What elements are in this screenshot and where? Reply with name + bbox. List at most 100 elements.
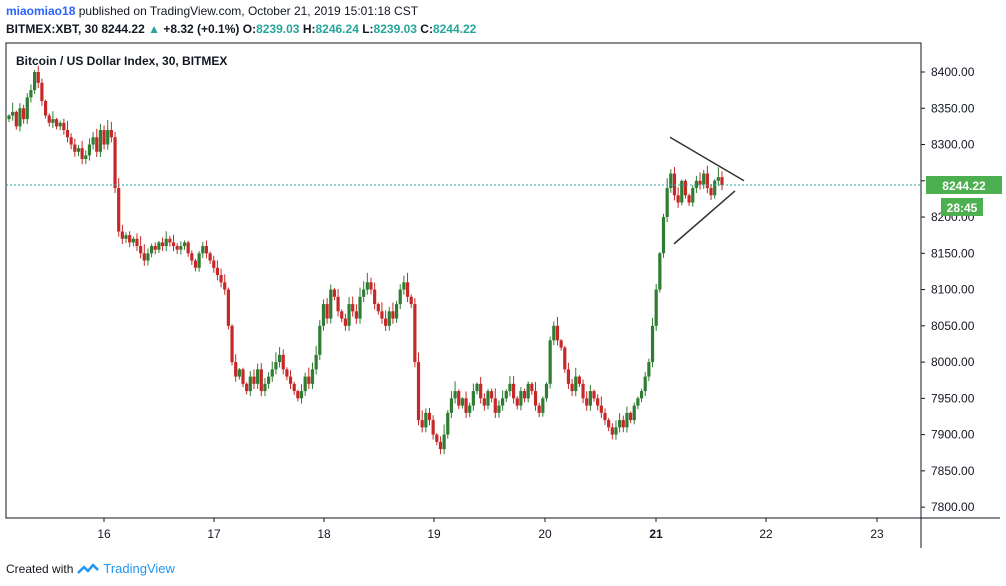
y-tick-label: 7900.00 <box>931 428 975 442</box>
candle <box>387 306 391 331</box>
candle <box>515 396 519 410</box>
triangle-upper-trendline[interactable] <box>669 136 745 182</box>
candle-body <box>186 242 190 254</box>
candle-body <box>599 405 603 413</box>
candle <box>581 379 585 404</box>
candle <box>533 382 538 411</box>
candle-body <box>691 188 695 203</box>
candle <box>683 179 688 199</box>
candle-body <box>36 72 40 83</box>
candle <box>179 241 183 255</box>
candle <box>336 288 340 317</box>
x-tick-label: 23 <box>870 527 884 541</box>
candle-body <box>274 362 278 370</box>
candle-body <box>442 434 446 450</box>
candle <box>658 252 662 293</box>
candle-body <box>490 391 494 399</box>
candle <box>29 84 33 103</box>
candle <box>248 371 252 397</box>
candle <box>58 120 62 131</box>
candle <box>332 288 337 301</box>
price-change: +8.32 (+0.1%) <box>163 22 240 36</box>
candle <box>497 400 501 418</box>
candle <box>716 167 720 186</box>
candle-body <box>25 97 29 120</box>
candle-body <box>654 289 658 326</box>
candle-body <box>171 242 176 247</box>
candle <box>391 302 395 324</box>
x-tick-label: 17 <box>207 527 221 541</box>
candle <box>720 171 724 191</box>
candle-body <box>405 282 410 297</box>
candle-body <box>585 398 589 406</box>
candle-body <box>537 405 541 413</box>
candle <box>661 213 666 258</box>
candle <box>98 123 103 157</box>
candle <box>150 243 154 258</box>
candle <box>204 240 209 259</box>
candle <box>625 406 629 433</box>
candle <box>51 111 55 128</box>
candle-body <box>607 420 611 428</box>
candle-body <box>402 282 406 290</box>
candle <box>182 240 187 250</box>
candle <box>702 169 706 190</box>
candle <box>270 361 274 382</box>
tradingview-brand[interactable]: TradingView <box>103 561 175 576</box>
candle <box>241 367 245 388</box>
candle <box>65 120 70 143</box>
author-link[interactable]: miaomiao18 <box>6 4 76 18</box>
candle-body <box>310 369 315 384</box>
candle-body <box>647 362 651 377</box>
candle-body <box>698 180 702 185</box>
candle-body <box>457 391 461 406</box>
candle-body <box>87 144 92 156</box>
candle <box>559 339 563 351</box>
candle-body <box>179 246 183 250</box>
candle <box>402 275 406 295</box>
candle-body <box>336 296 340 312</box>
tradingview-logo-icon <box>77 563 100 574</box>
candle <box>69 133 73 150</box>
candle-body <box>109 130 113 138</box>
candle-body <box>153 246 157 250</box>
candle <box>212 255 216 273</box>
candle <box>618 413 622 433</box>
candle-body <box>113 137 117 189</box>
candle <box>694 175 699 194</box>
candle-body <box>504 391 508 399</box>
candle-body <box>7 115 11 120</box>
candle <box>208 251 212 265</box>
candle-body <box>391 311 395 319</box>
candle-body <box>124 235 128 239</box>
candle-body <box>106 130 110 145</box>
candle <box>687 193 691 206</box>
candle-body <box>716 177 720 181</box>
candle <box>384 310 388 332</box>
candle <box>369 277 373 295</box>
candle <box>40 78 44 106</box>
candle-body <box>248 376 252 392</box>
candle-body <box>80 148 84 160</box>
candle-body <box>530 383 534 392</box>
x-tick-label: 18 <box>317 527 331 541</box>
candle <box>471 383 475 411</box>
candle <box>277 347 282 368</box>
candle-body <box>321 304 326 326</box>
candle <box>226 287 230 330</box>
triangle-lower-trendline[interactable] <box>673 190 736 245</box>
y-tick-label: 8400.00 <box>931 65 975 79</box>
candle-body <box>230 325 234 363</box>
candle <box>574 367 578 397</box>
candle <box>508 376 512 397</box>
candle-body <box>544 383 549 399</box>
candle-body <box>32 72 37 91</box>
candle-body <box>501 398 505 406</box>
candle <box>307 367 311 390</box>
candle <box>511 375 516 404</box>
candle-body <box>292 383 296 392</box>
candle <box>91 131 95 150</box>
publish-info: published on TradingView.com, October 21… <box>78 4 419 18</box>
candle <box>135 233 139 252</box>
